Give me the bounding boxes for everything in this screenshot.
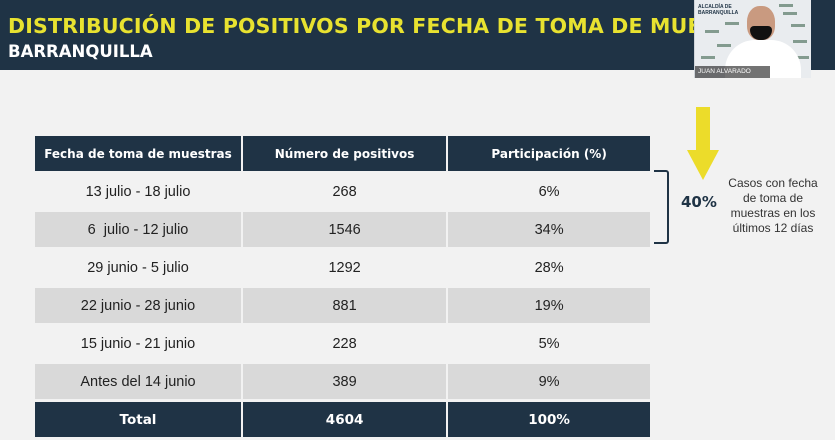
cell-participacion: 19% bbox=[446, 288, 650, 323]
cell-participacion: 28% bbox=[446, 250, 650, 285]
cell-participacion: 5% bbox=[446, 326, 650, 361]
table-row: 29 junio - 5 julio 1292 28% bbox=[35, 250, 650, 285]
table-total-row: Total 4604 100% bbox=[35, 402, 650, 437]
cell-fecha: Antes del 14 junio bbox=[35, 364, 241, 399]
positives-table: Fecha de toma de muestras Número de posi… bbox=[35, 133, 650, 440]
column-header-fecha: Fecha de toma de muestras bbox=[35, 136, 241, 171]
face-mask bbox=[750, 26, 772, 40]
total-label: Total bbox=[35, 402, 241, 437]
down-arrow-icon bbox=[696, 107, 710, 152]
table-row: Antes del 14 junio 389 9% bbox=[35, 364, 650, 399]
cell-positivos: 881 bbox=[240, 288, 447, 323]
cell-participacion: 34% bbox=[446, 212, 650, 247]
summary-note: Casos con fecha de toma de muestras en l… bbox=[728, 176, 818, 235]
table-header-row: Fecha de toma de muestras Número de posi… bbox=[35, 136, 650, 171]
cell-positivos: 1546 bbox=[240, 212, 447, 247]
column-header-participacion: Participación (%) bbox=[446, 136, 650, 171]
table-row: 6 julio - 12 julio 1546 34% bbox=[35, 212, 650, 247]
cell-positivos: 268 bbox=[240, 174, 447, 209]
grouping-bracket bbox=[654, 170, 669, 244]
cell-positivos: 228 bbox=[240, 326, 447, 361]
speaker-name-label: JUAN ALVARADO bbox=[695, 66, 770, 78]
cell-positivos: 389 bbox=[240, 364, 447, 399]
cell-participacion: 9% bbox=[446, 364, 650, 399]
table-row: 15 junio - 21 junio 228 5% bbox=[35, 326, 650, 361]
summary-percent: 40% bbox=[681, 193, 717, 211]
down-arrow-head-icon bbox=[687, 150, 719, 180]
page-subtitle: BARRANQUILLA bbox=[8, 42, 153, 61]
cell-fecha: 22 junio - 28 junio bbox=[35, 288, 241, 323]
cell-fecha: 15 junio - 21 junio bbox=[35, 326, 241, 361]
cell-positivos: 1292 bbox=[240, 250, 447, 285]
column-header-positivos: Número de positivos bbox=[240, 136, 447, 171]
cell-fecha: 13 julio - 18 julio bbox=[35, 174, 241, 209]
cell-fecha: 29 junio - 5 julio bbox=[35, 250, 241, 285]
total-participacion: 100% bbox=[446, 402, 650, 437]
speaker-video-feed: ALCALDÍA DE BARRANQUILLA JUAN ALVARADO bbox=[694, 0, 811, 78]
city-logo: ALCALDÍA DE BARRANQUILLA bbox=[698, 4, 739, 16]
page-title: DISTRIBUCIÓN DE POSITIVOS POR FECHA DE T… bbox=[8, 14, 778, 38]
table-row: 22 junio - 28 junio 881 19% bbox=[35, 288, 650, 323]
total-positivos: 4604 bbox=[240, 402, 447, 437]
cell-fecha: 6 julio - 12 julio bbox=[35, 212, 241, 247]
cell-participacion: 6% bbox=[446, 174, 650, 209]
table-row: 13 julio - 18 julio 268 6% bbox=[35, 174, 650, 209]
